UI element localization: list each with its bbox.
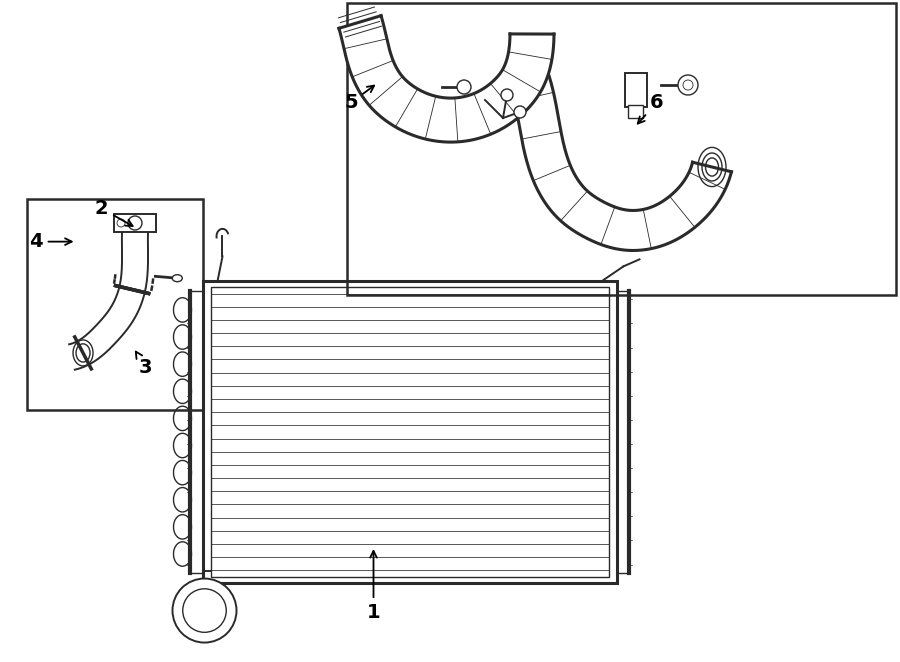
Bar: [346, 3, 896, 295]
Text: 2: 2: [94, 199, 132, 226]
Polygon shape: [69, 232, 148, 369]
Text: 6: 6: [638, 93, 664, 124]
Text: 3: 3: [136, 352, 152, 377]
Circle shape: [173, 579, 237, 643]
Circle shape: [457, 80, 471, 94]
Text: 4: 4: [29, 232, 72, 251]
Bar: [625, 73, 647, 107]
Bar: [114, 214, 156, 232]
Polygon shape: [511, 76, 732, 250]
Bar: [628, 105, 643, 118]
Bar: [202, 281, 616, 583]
Ellipse shape: [172, 275, 183, 282]
Circle shape: [501, 89, 513, 101]
Bar: [27, 199, 202, 410]
Text: 1: 1: [366, 551, 381, 622]
Text: 5: 5: [344, 85, 374, 112]
Bar: [211, 287, 608, 577]
Circle shape: [678, 75, 698, 95]
Polygon shape: [339, 16, 554, 142]
Circle shape: [514, 106, 526, 118]
